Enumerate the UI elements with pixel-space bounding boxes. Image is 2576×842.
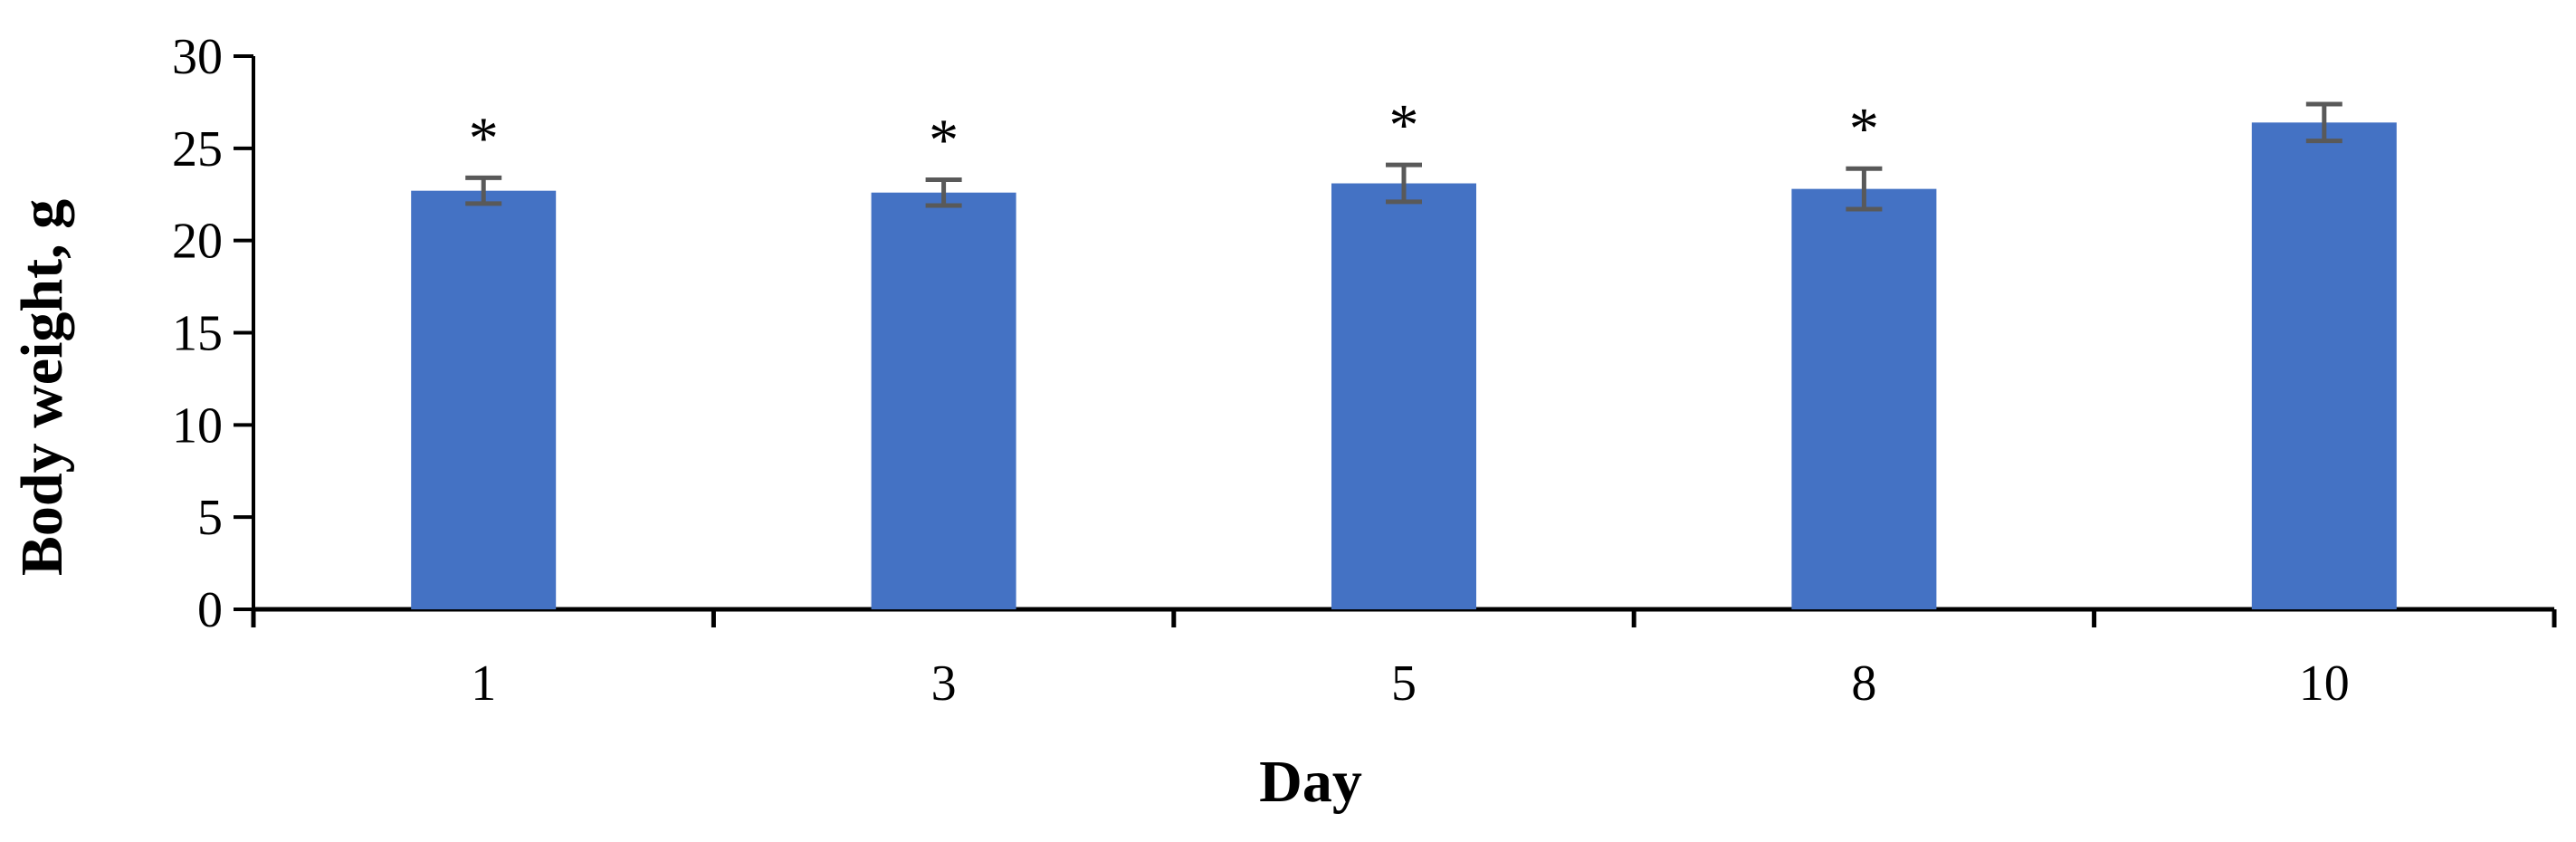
y-tick-label: 20 [172,214,223,270]
significance-marker: * [929,107,959,173]
x-tick-label: 5 [1391,655,1417,712]
x-axis-title: Day [1259,749,1362,815]
axes: 0 5 10 15 20 25 30 1 3 5 8 10 [172,29,2557,712]
bar [871,192,1016,610]
error-bars [465,101,2342,212]
x-tick-label: 3 [931,655,957,712]
x-tick-label: 8 [1851,655,1876,712]
y-tick-label: 25 [172,121,223,177]
y-tick-label: 10 [172,397,223,454]
bar [1791,188,1937,609]
bar [2251,122,2397,609]
y-tick-label: 15 [172,306,223,362]
bar [411,190,557,609]
y-tick-label: 5 [197,490,223,546]
x-tick-label: 1 [471,655,496,712]
y-tick-label: 30 [172,29,223,85]
bars [411,122,2397,610]
significance-marker: * [469,105,499,171]
bar [1331,183,1476,609]
y-axis-title: Body weight, g [9,199,75,576]
significance-marker: * [1389,92,1419,158]
significance-marker: * [1849,96,1879,162]
annotations: * * * * [469,92,1879,173]
y-tick-label: 0 [197,582,223,638]
x-tick-label: 10 [2299,655,2350,712]
